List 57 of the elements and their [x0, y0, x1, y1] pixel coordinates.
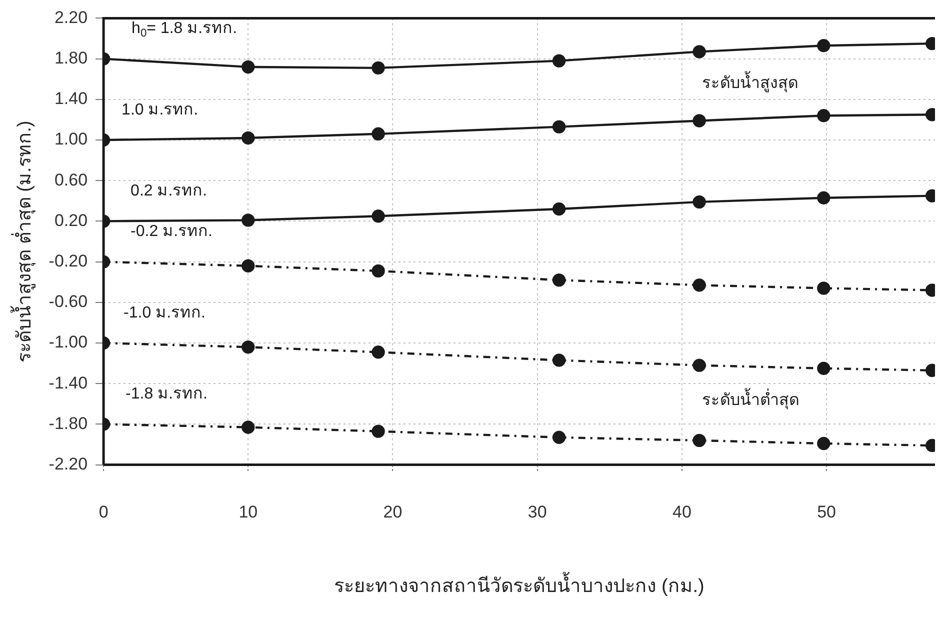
point: [817, 39, 830, 52]
annotation: -1.0 ม.รทก.: [124, 304, 206, 322]
annotation: ระดับน้ำสูงสุด: [702, 71, 798, 94]
x-tick-label: 40: [672, 502, 692, 522]
y-tick-label: 1.00: [54, 130, 88, 149]
point: [242, 259, 255, 272]
point: [372, 264, 385, 278]
point: [692, 45, 706, 58]
x-axis-title: ระยะทางจากสถานีวัดระดับน้ำบางปะกง (กม.): [334, 572, 704, 597]
point: [242, 420, 255, 434]
point: [242, 131, 255, 145]
x-tick-label: 0: [98, 502, 108, 522]
point: [817, 282, 830, 295]
y-tick-label: 1.40: [54, 89, 88, 108]
y-tick-label: -0.60: [48, 292, 88, 312]
annotation: ระดับน้ำต่ำสุด: [702, 388, 800, 410]
point: [372, 346, 385, 359]
point: [817, 362, 830, 375]
point: [372, 61, 385, 75]
point: [552, 354, 566, 367]
point: [372, 210, 385, 223]
annotation: 0.2 ม.รทก.: [130, 182, 208, 200]
annotation: 1.0 ม.รทก.: [122, 101, 198, 118]
y-tick-label: 1.80: [54, 48, 88, 68]
point: [552, 273, 566, 287]
point: [552, 202, 566, 216]
annotation: -1.8 ม.รทก.: [126, 386, 208, 403]
point: [692, 434, 706, 448]
point: [692, 114, 706, 128]
point: [552, 120, 566, 134]
point: [552, 54, 566, 68]
x-tick-label: 50: [817, 502, 836, 522]
y-tick-label: 0.20: [54, 210, 88, 230]
annotation: -0.2 ม.รทก.: [130, 223, 212, 240]
y-tick-label: -1.40: [48, 373, 88, 392]
y-tick-label: -1.80: [48, 414, 88, 433]
point: [692, 278, 706, 292]
point: [692, 195, 706, 209]
point: [817, 109, 830, 122]
x-tick-label: 20: [383, 502, 402, 522]
x-tick-label: 30: [528, 502, 547, 522]
x-tick-label: 10: [238, 502, 258, 522]
point: [817, 191, 830, 204]
point: [372, 127, 385, 141]
y-axis-title: ระดับน้ำสูงสุด ต่ำสุด (ม.รทก.): [10, 120, 37, 362]
y-tick-label: -1.00: [48, 332, 88, 352]
point: [372, 424, 385, 438]
y-tick-label: -2.20: [48, 454, 88, 474]
point: [817, 436, 830, 450]
point: [692, 358, 706, 372]
y-tick-label: 2.20: [54, 8, 88, 27]
point: [242, 340, 255, 354]
point: [242, 60, 255, 74]
point: [242, 214, 255, 227]
y-tick-label: 0.60: [54, 170, 88, 190]
point: [552, 430, 566, 444]
y-tick-label: -0.20: [48, 251, 88, 270]
